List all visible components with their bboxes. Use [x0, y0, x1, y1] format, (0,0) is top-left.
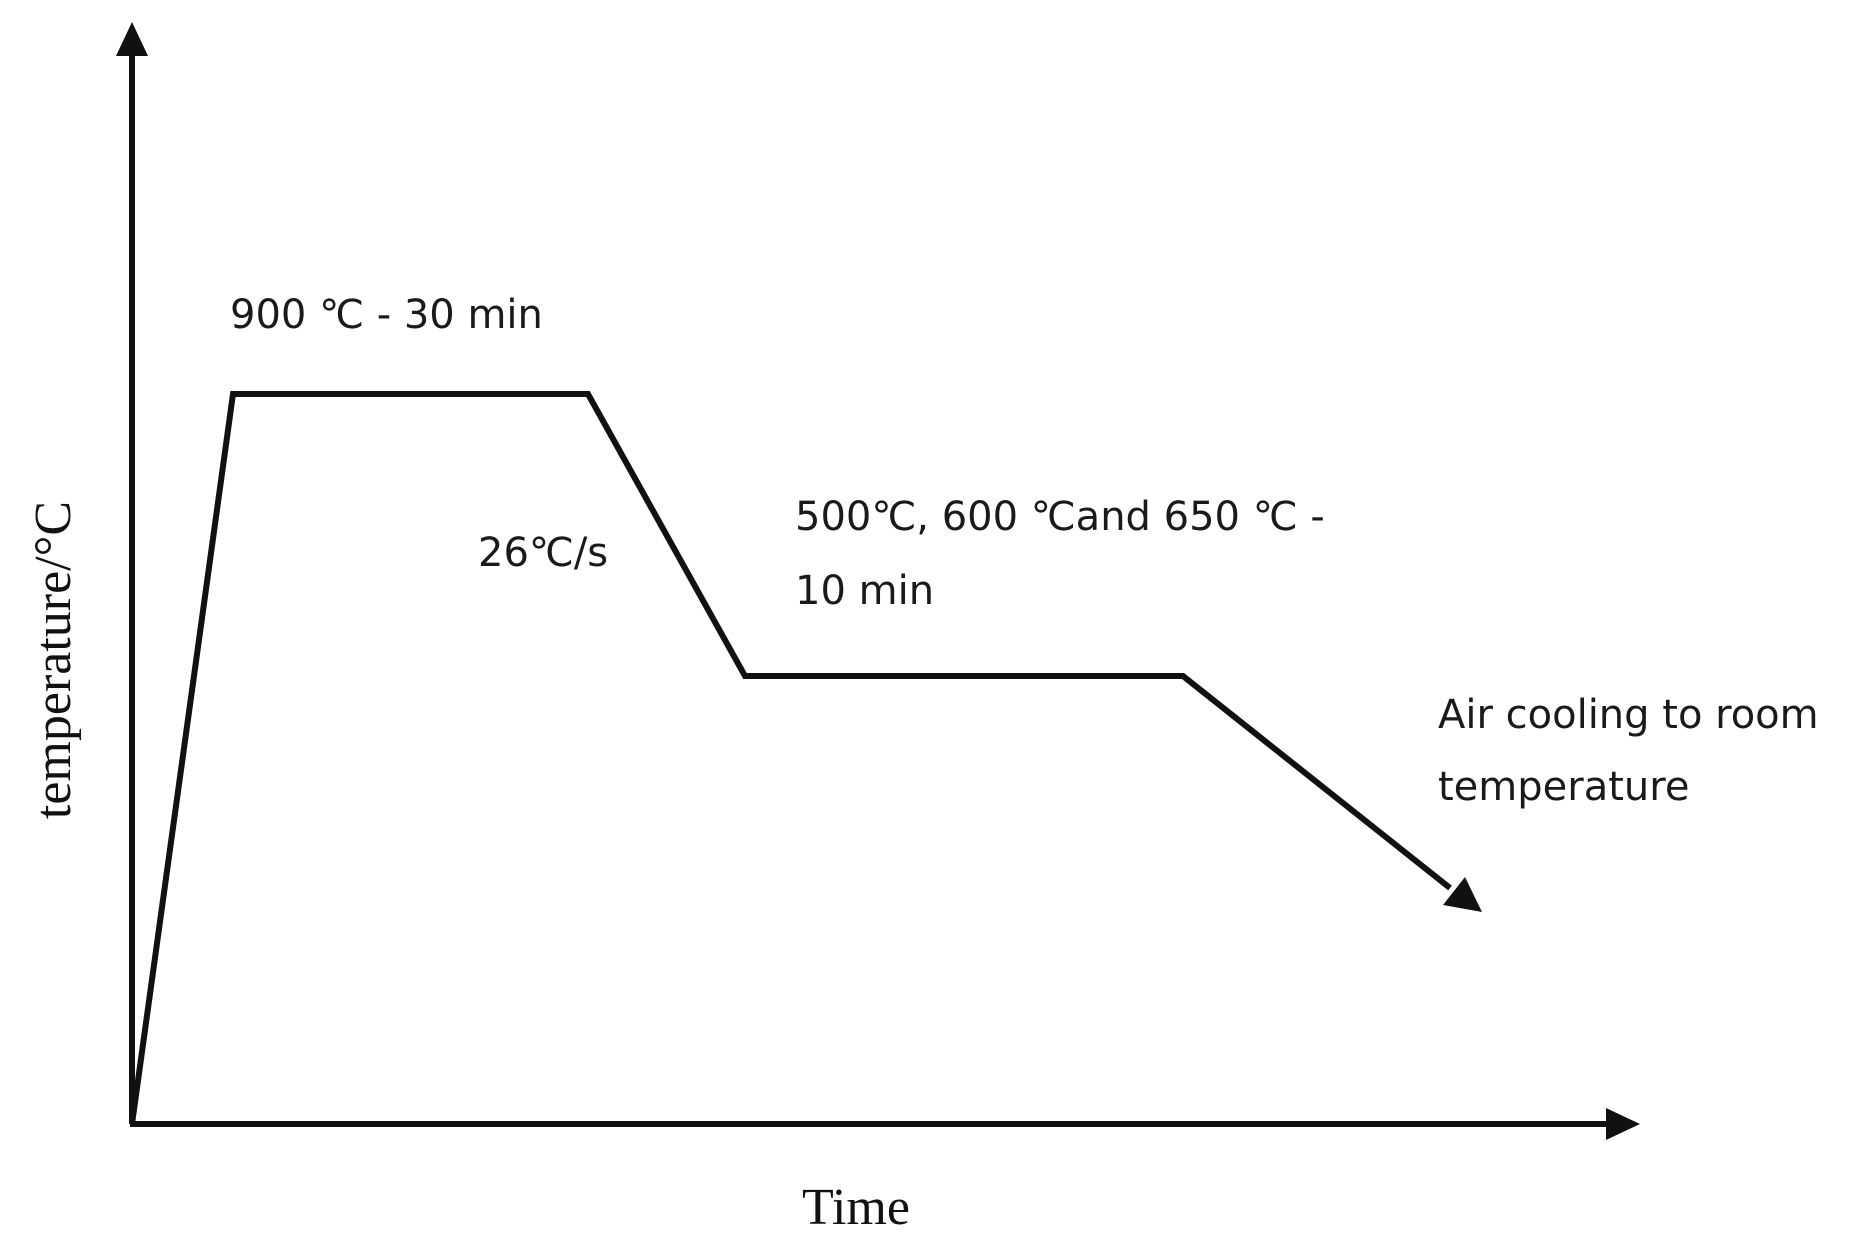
air-cooling-label-line1: Air cooling to room — [1438, 692, 1819, 738]
air-cooling-label-line2: temperature — [1438, 764, 1689, 810]
austenitize-label: 900 ℃ - 30 min — [230, 292, 543, 338]
isothermal-label-line2: 10 min — [795, 568, 934, 614]
air-cooling-arrowhead — [1443, 877, 1482, 912]
x-axis-arrowhead — [1606, 1108, 1640, 1140]
cooling-rate-label: 26℃/s — [478, 530, 608, 576]
isothermal-label-line1: 500℃, 600 ℃and 650 ℃ - — [795, 494, 1325, 540]
y-axis-label: temperature/°C — [25, 501, 82, 819]
x-axis-label: Time — [802, 1179, 910, 1236]
temperature-profile-path — [129, 391, 1452, 1125]
y-axis-arrowhead — [116, 22, 148, 56]
